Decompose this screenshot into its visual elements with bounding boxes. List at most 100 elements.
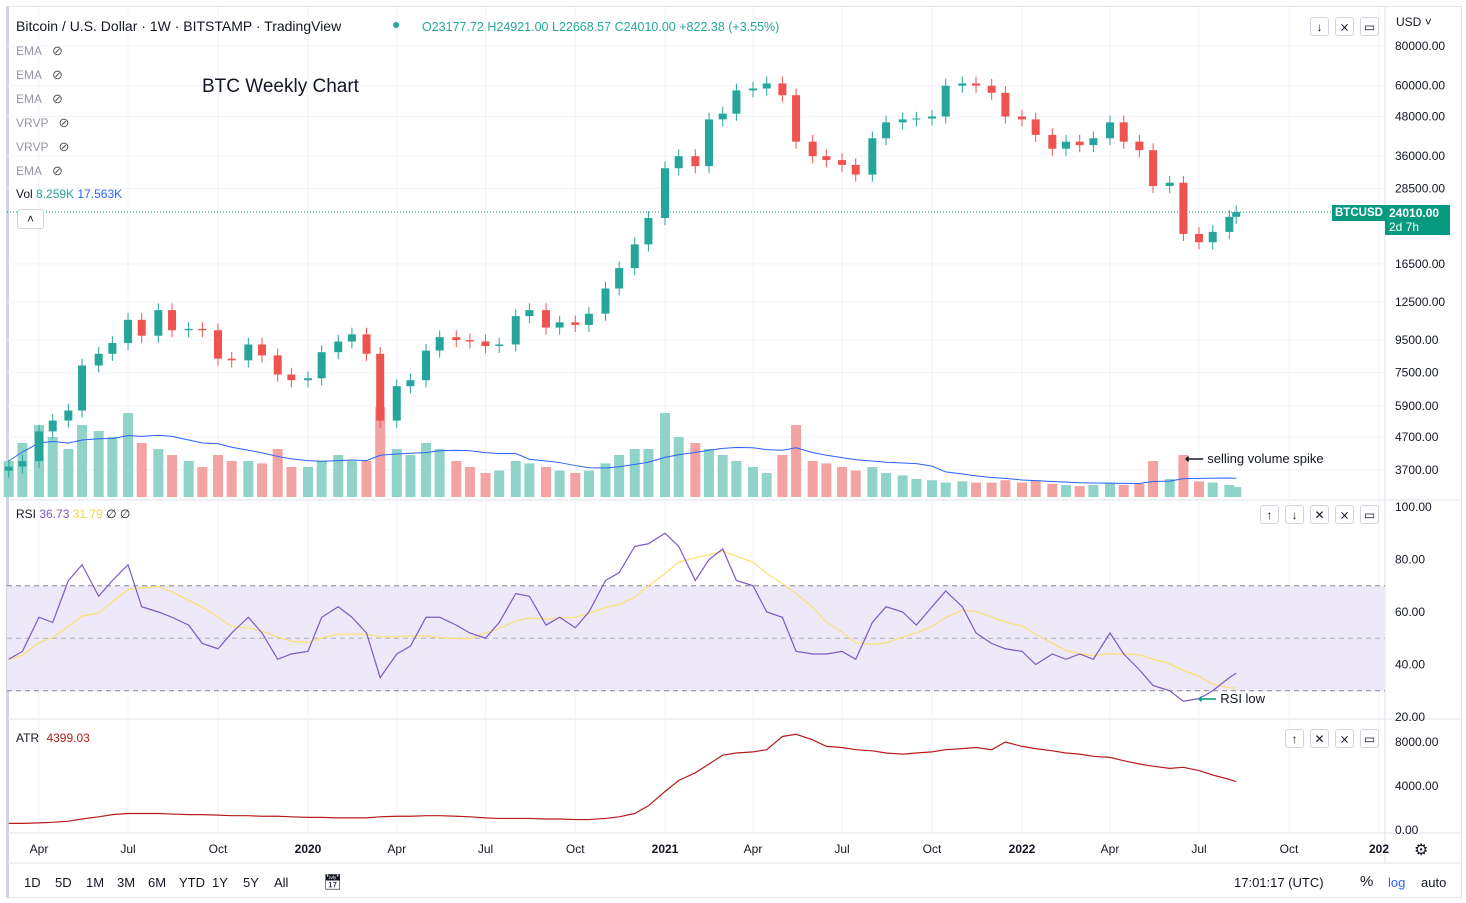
eye-hidden-icon[interactable]: ⊘ xyxy=(52,43,63,58)
candle-body[interactable] xyxy=(1062,141,1071,149)
candle-body[interactable] xyxy=(808,141,817,157)
indicator-ema-4[interactable]: EMA ⊘ xyxy=(16,163,63,178)
candle-body[interactable] xyxy=(465,340,474,342)
indicator-ema-1[interactable]: EMA ⊘ xyxy=(16,43,63,58)
candle-body[interactable] xyxy=(882,122,891,139)
collapse-legend-button[interactable]: ˄ xyxy=(17,209,44,229)
candle-body[interactable] xyxy=(78,365,87,411)
candle-body[interactable] xyxy=(1232,212,1241,217)
candle-body[interactable] xyxy=(822,156,831,161)
candle-body[interactable] xyxy=(958,83,967,86)
candle-body[interactable] xyxy=(362,334,371,354)
candle-body[interactable] xyxy=(778,83,787,96)
candle-body[interactable] xyxy=(422,350,431,381)
candle-body[interactable] xyxy=(1149,150,1158,187)
candle-body[interactable] xyxy=(525,310,534,317)
candle-body[interactable] xyxy=(601,288,610,314)
candle-body[interactable] xyxy=(35,431,44,462)
maximize-pane-button[interactable]: ▭ xyxy=(1360,17,1379,36)
candle-body[interactable] xyxy=(644,218,653,245)
range-button-1m[interactable]: 1M xyxy=(86,875,105,890)
candle-body[interactable] xyxy=(762,83,771,89)
range-button-1d[interactable]: 1D xyxy=(24,875,41,890)
atr-collapse-button[interactable]: ⨯ xyxy=(1335,729,1354,748)
candle-body[interactable] xyxy=(630,244,639,269)
candle-body[interactable] xyxy=(898,119,907,123)
candle-body[interactable] xyxy=(674,156,683,169)
candle-body[interactable] xyxy=(48,420,57,432)
candle-body[interactable] xyxy=(1135,141,1144,151)
atr-maximize-button[interactable]: ▭ xyxy=(1360,729,1379,748)
candle-body[interactable] xyxy=(1195,233,1204,243)
candle-body[interactable] xyxy=(792,95,801,142)
candle-body[interactable] xyxy=(495,344,504,346)
candle-body[interactable] xyxy=(1165,182,1174,187)
candle-body[interactable] xyxy=(154,310,163,336)
atr-legend[interactable]: ATR 4399.03 xyxy=(16,731,90,745)
candle-body[interactable] xyxy=(124,319,133,343)
candle-body[interactable] xyxy=(304,378,312,381)
candle-body[interactable] xyxy=(317,352,326,379)
date-range-calendar-icon[interactable]: 📅︎ xyxy=(323,874,343,891)
candle-body[interactable] xyxy=(347,334,356,342)
range-button-3m[interactable]: 3M xyxy=(117,875,136,890)
range-button-5d[interactable]: 5D xyxy=(55,875,72,890)
candle-body[interactable] xyxy=(705,119,714,167)
candle-body[interactable] xyxy=(584,313,593,325)
candle-body[interactable] xyxy=(137,319,146,336)
rsi-collapse-button[interactable]: ⨯ xyxy=(1335,505,1354,524)
candle-body[interactable] xyxy=(227,358,236,361)
candle-body[interactable] xyxy=(334,341,343,353)
candle-body[interactable] xyxy=(615,268,624,289)
indicator-vrvp-1[interactable]: VRVP ⊘ xyxy=(16,115,70,130)
candle-body[interactable] xyxy=(868,138,877,175)
volume-legend[interactable]: Vol 8.259K 17.563K xyxy=(16,187,123,201)
eye-hidden-icon[interactable]: ⊘ xyxy=(58,115,70,130)
candle-body[interactable] xyxy=(244,344,253,361)
candle-body[interactable] xyxy=(1179,182,1188,234)
candle-body[interactable] xyxy=(912,118,921,120)
rsi-move-down-button[interactable]: ↓ xyxy=(1285,505,1304,524)
candle-body[interactable] xyxy=(108,342,117,354)
candle-body[interactable] xyxy=(1208,231,1217,243)
percent-scale-toggle[interactable]: % xyxy=(1360,873,1374,890)
candle-body[interactable] xyxy=(406,380,415,387)
candle-body[interactable] xyxy=(1075,141,1084,146)
candle-body[interactable] xyxy=(1225,216,1234,232)
candle-body[interactable] xyxy=(987,85,996,93)
range-button-all[interactable]: All xyxy=(274,875,289,890)
rsi-legend[interactable]: RSI 36.73 31.79 ∅ ∅ xyxy=(16,507,131,521)
atr-move-up-button[interactable]: ↑ xyxy=(1285,729,1304,748)
candle-body[interactable] xyxy=(64,410,73,421)
candle-body[interactable] xyxy=(1119,122,1128,142)
candle-body[interactable] xyxy=(972,83,981,86)
auto-scale-toggle[interactable]: auto xyxy=(1421,875,1447,890)
atr-close-button[interactable]: ✕ xyxy=(1310,729,1329,748)
candle-body[interactable] xyxy=(18,461,27,467)
range-button-ytd[interactable]: YTD xyxy=(179,875,205,890)
log-scale-toggle[interactable]: log xyxy=(1388,875,1406,890)
candle-body[interactable] xyxy=(571,322,580,325)
eye-hidden-icon[interactable]: ⊘ xyxy=(52,67,63,82)
candle-body[interactable] xyxy=(1106,122,1115,139)
candle-body[interactable] xyxy=(273,355,282,375)
candle-body[interactable] xyxy=(1048,134,1057,149)
candle-body[interactable] xyxy=(555,322,564,328)
rsi-move-up-button[interactable]: ↑ xyxy=(1260,505,1279,524)
collapse-pane-button[interactable]: ⨯ xyxy=(1335,17,1354,36)
eye-hidden-icon[interactable]: ⊘ xyxy=(52,91,63,106)
candle-body[interactable] xyxy=(749,88,758,91)
candle-body[interactable] xyxy=(452,337,461,341)
range-button-1y[interactable]: 1Y xyxy=(212,875,228,890)
settings-gear-icon[interactable]: ⚙ xyxy=(1414,842,1429,859)
candle-body[interactable] xyxy=(4,466,13,471)
candle-body[interactable] xyxy=(214,330,223,359)
eye-hidden-icon[interactable]: ⊘ xyxy=(52,163,63,178)
rsi-maximize-button[interactable]: ▭ xyxy=(1360,505,1379,524)
candle-body[interactable] xyxy=(287,374,296,381)
candle-body[interactable] xyxy=(168,310,177,331)
candle-body[interactable] xyxy=(838,160,847,165)
candle-body[interactable] xyxy=(184,328,193,331)
candle-body[interactable] xyxy=(1089,138,1098,146)
range-button-6m[interactable]: 6M xyxy=(148,875,167,890)
